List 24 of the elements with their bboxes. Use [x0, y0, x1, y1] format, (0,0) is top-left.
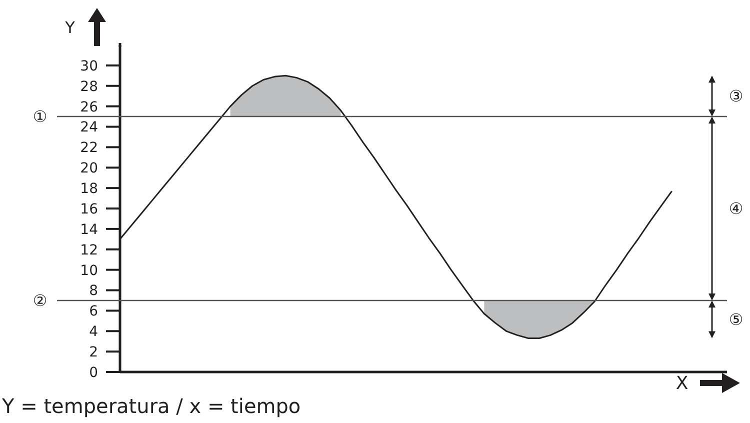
ref-line-label: ①: [32, 107, 48, 126]
y-tick-label: 14: [80, 222, 98, 238]
text: ⑤: [728, 310, 744, 329]
y-tick-label: 8: [89, 283, 98, 300]
y-tick-label: 24: [80, 120, 98, 136]
y-tick-label: 26: [80, 99, 98, 116]
ref-line-label: ②: [32, 291, 48, 310]
y-tick-label: 12: [80, 242, 98, 258]
y-tick-label: 30: [80, 58, 98, 74]
text: ④: [728, 199, 744, 218]
y-tick-label: 20: [80, 160, 98, 177]
x-axis-title: X: [676, 373, 688, 394]
text: Y = temperatura / x = tiempo: [2, 393, 302, 419]
y-tick-label: 22: [80, 140, 98, 156]
y-tick-label: 28: [80, 78, 98, 95]
y-tick-label: 0: [89, 364, 98, 381]
y-axis-title: Y: [64, 18, 76, 37]
y-tick-label: 4: [89, 324, 98, 340]
y-tick-label: 16: [80, 201, 98, 218]
y-tick-label: 18: [80, 181, 98, 198]
y-tick-label: 6: [89, 304, 98, 320]
text: ③: [728, 86, 744, 106]
y-tick-label: 2: [89, 344, 98, 361]
y-tick-label: 10: [80, 262, 98, 279]
